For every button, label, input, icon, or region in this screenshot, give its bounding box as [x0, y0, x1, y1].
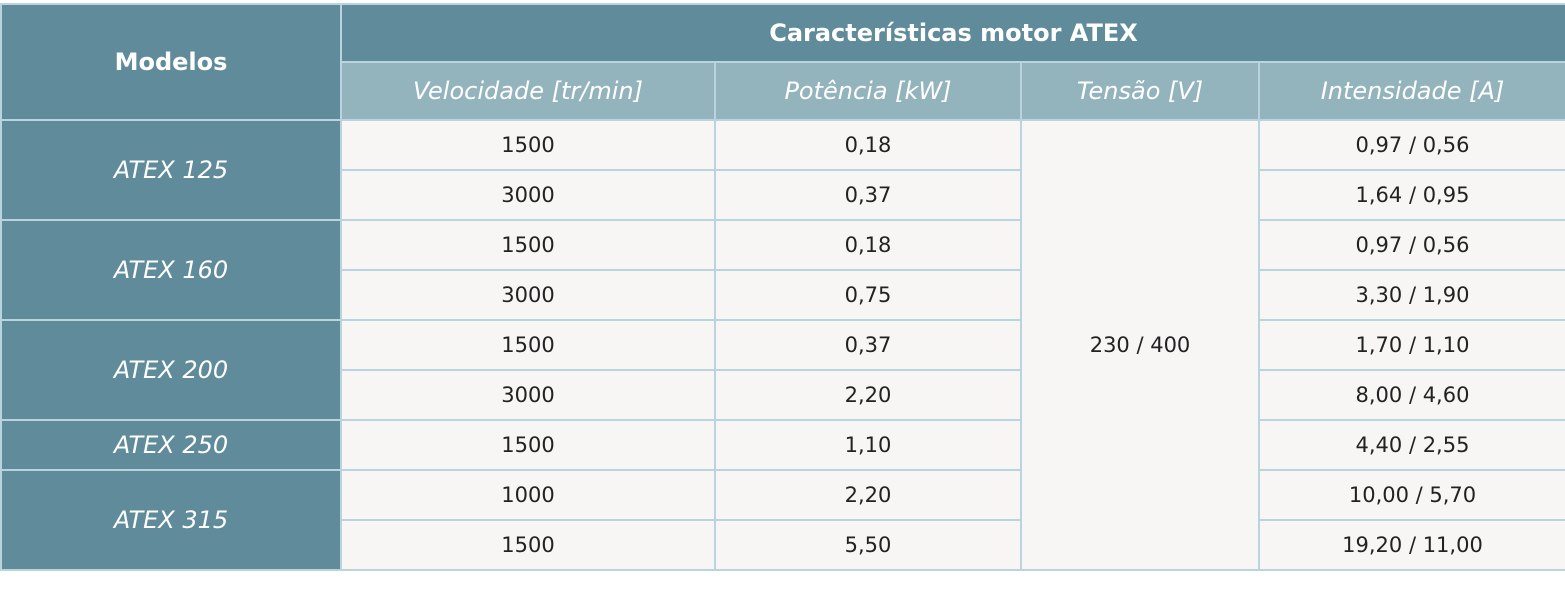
table-row: 1500 5,50 19,20 / 11,00: [1, 519, 1565, 571]
motor-table: Modelos Características motor ATEX Veloc…: [0, 3, 1565, 571]
model-name: ATEX 250: [0, 419, 342, 471]
intensity: 4,40 / 2,55: [1258, 419, 1565, 471]
intensity: 8,00 / 4,60: [1258, 369, 1565, 421]
table-row: 3000 0,75 3,30 / 1,90: [1, 269, 1565, 321]
model-name: ATEX 160: [0, 219, 342, 321]
table-row: ATEX 125 1500 0,18 230 / 400 0,97 / 0,56: [0, 119, 1565, 571]
column-header: Potência [kW]: [714, 61, 1022, 121]
speed: 3000: [340, 369, 716, 421]
intensity: 1,70 / 1,10: [1258, 319, 1565, 371]
intensity: 1,64 / 0,95: [1258, 169, 1565, 221]
table-row: 3000 0,37 1,64 / 0,95: [1, 169, 1565, 221]
table-row: ATEX 200 1500 0,37 1,70 / 1,10: [0, 319, 1565, 421]
speed: 1000: [340, 469, 716, 521]
intensity: 3,30 / 1,90: [1258, 269, 1565, 321]
table-row: ATEX 250 1500 1,10 4,40 / 2,55: [0, 419, 1565, 471]
group-header: Características motor ATEX: [340, 3, 1565, 63]
table-row: ATEX 315 1000 2,20 10,00 / 5,70: [0, 469, 1565, 571]
column-header: Intensidade [A]: [1258, 61, 1565, 121]
speed: 1500: [340, 319, 716, 371]
table-row: ATEX 160 1500 0,18 0,97 / 0,56: [0, 219, 1565, 321]
speed: 3000: [340, 169, 716, 221]
table-row: 3000 2,20 8,00 / 4,60: [1, 369, 1565, 421]
power: 0,18: [714, 219, 1022, 271]
speed: 1500: [340, 419, 716, 471]
speed: 1500: [340, 519, 716, 571]
intensity: 19,20 / 11,00: [1258, 519, 1565, 571]
intensity: 10,00 / 5,70: [1258, 469, 1565, 521]
model-name: ATEX 315: [0, 469, 342, 571]
power: 0,18: [714, 119, 1022, 171]
power: 0,75: [714, 269, 1022, 321]
column-header: Tensão [V]: [1020, 61, 1260, 121]
power: 5,50: [714, 519, 1022, 571]
power: 2,20: [714, 469, 1022, 521]
speed: 1500: [340, 219, 716, 271]
power: 1,10: [714, 419, 1022, 471]
power: 2,20: [714, 369, 1022, 421]
power: 0,37: [714, 319, 1022, 371]
model-name: ATEX 125: [0, 119, 342, 221]
speed: 1500: [340, 119, 716, 171]
power: 0,37: [714, 169, 1022, 221]
intensity: 0,97 / 0,56: [1258, 219, 1565, 271]
voltage: 230 / 400: [1020, 119, 1260, 571]
models-header: Modelos: [0, 3, 342, 121]
speed: 3000: [340, 269, 716, 321]
column-header: Velocidade [tr/min]: [340, 61, 716, 121]
model-name: ATEX 200: [0, 319, 342, 421]
intensity: 0,97 / 0,56: [1258, 119, 1565, 171]
